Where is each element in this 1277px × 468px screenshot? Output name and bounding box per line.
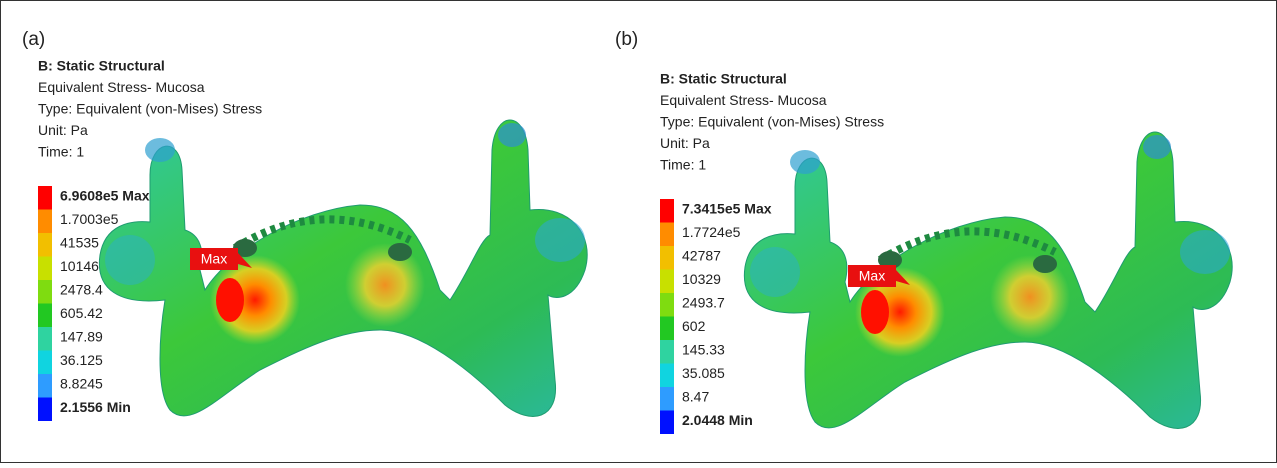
legend-swatch	[660, 411, 674, 435]
legend-swatch	[38, 186, 52, 210]
legend-swatch	[660, 246, 674, 270]
legend-label: 602	[682, 318, 706, 334]
header-line: Type: Equivalent (von-Mises) Stress	[38, 101, 262, 117]
legend-swatch	[660, 199, 674, 223]
header-line: Equivalent Stress- Mucosa	[38, 79, 205, 95]
legend-swatch	[38, 280, 52, 304]
legend-label: 42787	[682, 248, 721, 264]
legend-label: 10146	[60, 258, 99, 274]
legend-swatch	[660, 270, 674, 294]
panel-label: (b)	[615, 29, 638, 50]
legend-swatch	[38, 233, 52, 257]
legend-label: 145.33	[682, 342, 725, 358]
legend-swatch	[660, 223, 674, 247]
legend-swatch	[660, 293, 674, 317]
header-line: Unit: Pa	[38, 122, 88, 138]
legend-label: 2493.7	[682, 295, 725, 311]
legend-swatch	[660, 387, 674, 411]
header-line: Unit: Pa	[660, 135, 710, 151]
legend-label: 6.9608e5 Max	[60, 188, 150, 204]
legend-label: 8.47	[682, 389, 709, 405]
max-tag-label: Max	[859, 268, 885, 284]
legend-swatch	[38, 374, 52, 398]
panel-label: (a)	[22, 29, 45, 50]
legend-swatch	[38, 304, 52, 328]
legend-label: 2478.4	[60, 282, 103, 298]
legend-swatch	[38, 210, 52, 234]
legend-swatch	[38, 257, 52, 281]
legend-swatch	[660, 364, 674, 388]
legend-label: 2.0448 Min	[682, 412, 753, 428]
legend-label: 605.42	[60, 305, 103, 321]
header-line: B: Static Structural	[660, 71, 787, 87]
legend-swatch	[660, 340, 674, 364]
legend-label: 1.7724e5	[682, 224, 741, 240]
legend-swatch	[38, 351, 52, 375]
figure: (a) B: Static Structural Equivalent Stress…	[0, 0, 1277, 463]
legend-swatch	[38, 327, 52, 351]
mesh-render	[99, 120, 587, 416]
mesh-render	[744, 132, 1232, 428]
legend-swatch	[38, 398, 52, 422]
header-line: Time: 1	[660, 157, 706, 173]
header-line: Equivalent Stress- Mucosa	[660, 92, 827, 108]
header-line: Type: Equivalent (von-Mises) Stress	[660, 114, 884, 130]
legend-label: 2.1556 Min	[60, 399, 131, 415]
max-tag-label: Max	[201, 251, 227, 267]
legend-label: 7.3415e5 Max	[682, 201, 772, 217]
legend-swatch	[660, 317, 674, 341]
header-line: B: Static Structural	[38, 58, 165, 74]
legend-label: 10329	[682, 271, 721, 287]
legend-label: 35.085	[682, 365, 725, 381]
legend-label: 147.89	[60, 329, 103, 345]
legend-label: 36.125	[60, 352, 103, 368]
legend-label: 8.8245	[60, 376, 103, 392]
legend-label: 41535	[60, 235, 99, 251]
legend-label: 1.7003e5	[60, 211, 119, 227]
header-line: Time: 1	[38, 144, 84, 160]
